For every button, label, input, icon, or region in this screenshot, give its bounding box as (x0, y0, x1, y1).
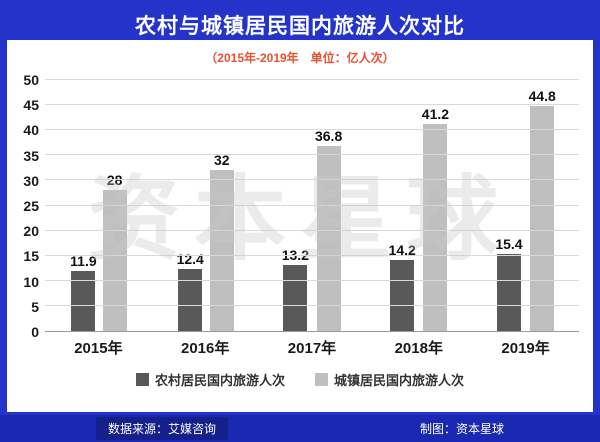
bar (316, 146, 341, 331)
bar (530, 106, 555, 331)
bar (178, 268, 203, 331)
x-tick-label: 2019年 (501, 340, 550, 357)
bar-value-label: 28 (106, 172, 123, 189)
bar-column: 12.4 (177, 80, 204, 331)
bar-value-label: 44.8 (528, 88, 556, 105)
y-tick-label: 30 (23, 172, 39, 189)
gridline (45, 129, 579, 131)
bar (496, 253, 521, 331)
chart-subtitle: （2015年-2019年 单位：亿人次） (205, 51, 395, 65)
bar-column: 13.2 (282, 80, 309, 331)
bar-column: 32 (209, 80, 234, 331)
x-tick-label: 2015年 (74, 340, 123, 357)
bar-value-label: 41.2 (421, 106, 450, 123)
y-tick-label: 25 (23, 198, 39, 214)
y-axis: 0 5 10 15 20 25 30 35 40 45 50 (13, 72, 45, 340)
chart-body: 0 5 10 15 20 25 30 35 40 45 50 11.9 28 12.4 32 13.2 36.… (13, 72, 579, 340)
chart-panel: （2015年-2019年 单位：亿人次） 0 5 10 15 20 25 30 35 40 45 5… (7, 40, 593, 412)
y-tick-label: 40 (23, 122, 39, 139)
legend-label: 城镇居民国内旅游人次 (334, 373, 465, 388)
gridline (45, 304, 579, 306)
bar-column: 14.2 (389, 80, 416, 331)
bar-group: 11.9 28 (45, 80, 152, 331)
y-tick-label: 15 (23, 248, 39, 265)
x-tick-label: 2018年 (394, 340, 443, 357)
bar-group: 12.4 32 (152, 80, 259, 331)
gridline (45, 279, 579, 281)
footer-bar: 数据来源：艾媒咨询 制图：资本星球 (0, 415, 600, 442)
bar-column: 36.8 (315, 80, 342, 331)
y-tick-label: 35 (23, 147, 39, 164)
bar-value-label: 32 (214, 152, 230, 169)
bar-column: 15.4 (495, 80, 523, 331)
y-tick-label: 20 (23, 223, 39, 240)
y-tick-label: 0 (31, 324, 39, 340)
legend-item: 城镇居民国内旅游人次 (315, 370, 464, 389)
y-tick-label: 50 (23, 72, 39, 88)
y-tick-label: 45 (23, 97, 39, 114)
bar (283, 264, 308, 331)
legend-swatch (315, 373, 328, 386)
gridline (45, 79, 579, 80)
bar-column: 11.9 (70, 80, 97, 331)
bar-column: 28 (102, 80, 127, 331)
bar (390, 259, 415, 331)
bar-value-label: 11.9 (70, 253, 97, 270)
gridline (45, 254, 579, 256)
gridline (45, 104, 579, 106)
data-source-label: 数据来源：艾媒咨询 (95, 417, 228, 440)
y-tick-label: 10 (23, 273, 39, 290)
legend-item: 农村居民国内旅游人次 (135, 370, 285, 389)
bar (102, 190, 127, 331)
legend: 农村居民国内旅游人次 城镇居民国内旅游人次 (7, 370, 593, 389)
gridline (45, 204, 579, 206)
x-tick-label: 2017年 (287, 340, 337, 357)
gridline (45, 154, 579, 156)
bar-group: 14.2 41.2 (365, 80, 472, 331)
bar-value-label: 36.8 (314, 128, 343, 145)
bar-groups: 11.9 28 12.4 32 13.2 36.8 14.2 41.2 15.4 44.8 (45, 80, 579, 331)
gridline (45, 179, 579, 181)
legend-label: 农村居民国内旅游人次 (154, 373, 285, 388)
credit-label: 制图：资本星球 (419, 422, 504, 436)
x-tick-label: 2016年 (181, 340, 230, 357)
bar-value-label: 15.4 (495, 235, 523, 252)
bar-value-label: 14.2 (388, 241, 416, 258)
bar-column: 44.8 (529, 80, 556, 331)
bar-column: 41.2 (422, 80, 449, 331)
x-axis: 2015年 2016年 2017年 2018年 2019年 (45, 337, 579, 358)
bar (71, 271, 96, 331)
bar-group: 15.4 44.8 (472, 80, 579, 331)
bar (423, 124, 448, 331)
chart-title: 农村与城镇居民国内旅游人次对比 (135, 15, 465, 38)
legend-swatch (135, 373, 149, 386)
bar (209, 170, 234, 331)
y-tick-label: 5 (31, 298, 39, 315)
bar-value-label: 12.4 (176, 250, 204, 267)
gridline (45, 229, 579, 231)
bar-group: 13.2 36.8 (259, 80, 366, 331)
plot-area: 11.9 28 12.4 32 13.2 36.8 14.2 41.2 15.4 44.8 (45, 79, 579, 332)
